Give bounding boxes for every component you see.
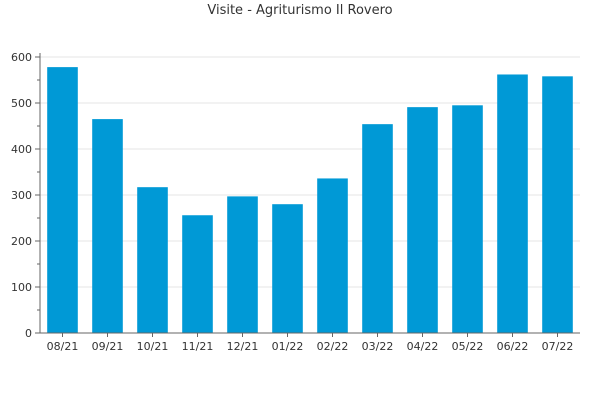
bar-04-22 (407, 107, 438, 333)
x-tick-label: 10/21 (137, 340, 169, 353)
bars (47, 67, 573, 334)
x-tick-label: 11/21 (182, 340, 214, 353)
bar-07-22 (542, 76, 573, 333)
bar-02-22 (317, 178, 348, 333)
chart-title: Visite - Agriturismo Il Rovero (207, 3, 393, 18)
bar-12-21 (227, 196, 258, 333)
bar-09-21 (92, 119, 123, 333)
x-tick-label: 02/22 (317, 340, 349, 353)
x-tick-label: 08/21 (47, 340, 79, 353)
axes: 0 100 200 300 400 500 600 08/21 09/21 10/21 11/21 1… (11, 51, 580, 353)
x-tick-label: 01/22 (272, 340, 304, 353)
bar-05-22 (452, 105, 483, 333)
bar-01-22 (272, 204, 303, 333)
bar-03-22 (362, 124, 393, 333)
x-tick-label: 12/21 (227, 340, 259, 353)
bar-11-21 (182, 215, 213, 333)
x-tick-label: 04/22 (407, 340, 439, 353)
y-tick-label: 100 (11, 281, 32, 294)
y-tick-label: 300 (11, 189, 32, 202)
y-tick-label: 600 (11, 51, 32, 64)
gridlines (40, 56, 580, 288)
bar-06-22 (497, 74, 528, 333)
y-tick-label: 200 (11, 235, 32, 248)
x-tick-label: 05/22 (452, 340, 484, 353)
y-tick-label: 0 (25, 327, 32, 340)
bar-08-21 (47, 67, 78, 334)
y-tick-label: 400 (11, 143, 32, 156)
x-tick-label: 03/22 (362, 340, 394, 353)
x-tick-label: 09/21 (92, 340, 124, 353)
y-tick-label: 500 (11, 97, 32, 110)
x-tick-label: 07/22 (542, 340, 574, 353)
x-tick-label: 06/22 (497, 340, 529, 353)
bar-10-21 (137, 187, 168, 333)
